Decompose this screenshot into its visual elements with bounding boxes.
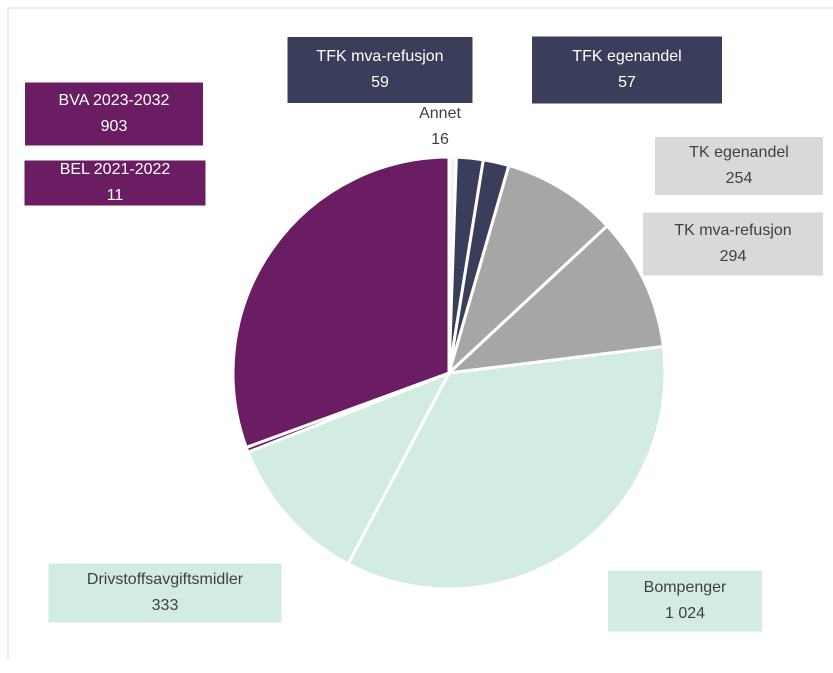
category-label: Bompenger: [644, 579, 727, 596]
value-label: 11: [107, 187, 124, 204]
value-label: 57: [618, 74, 636, 91]
chart-frame: [7, 7, 833, 660]
label-box: [287, 37, 473, 103]
label-box: [655, 137, 823, 195]
category-label: BVA 2023-2032: [59, 92, 170, 109]
pie-slice: [444, 223, 666, 376]
category-label: TK mva-refusjon: [674, 222, 791, 239]
category-label: BEL 2021-2022: [60, 161, 171, 178]
value-label: 16: [431, 131, 449, 148]
value-label: 1 024: [665, 605, 705, 622]
value-label: 59: [371, 74, 389, 91]
category-label: TFK mva-refusjon: [316, 48, 443, 65]
value-label: 333: [152, 597, 179, 614]
category-label: Drivstoffsavgiftsmidler: [87, 571, 244, 588]
pie-slice: [446, 163, 610, 378]
label-box: [48, 563, 282, 623]
label-box: [643, 212, 823, 276]
pie-slice: [231, 155, 451, 450]
value-label: 254: [726, 170, 753, 187]
category-label: TFK egenandel: [572, 48, 681, 65]
pie-slice: [345, 344, 667, 591]
label-box: [532, 36, 722, 104]
label-box: [608, 570, 762, 632]
pie-slice: [246, 370, 453, 566]
label-box: [24, 160, 206, 206]
value-label: 294: [720, 248, 747, 265]
value-label: 903: [101, 118, 128, 135]
label-box: [25, 82, 203, 146]
category-label: TK egenandel: [689, 144, 789, 161]
category-label: Annet: [419, 105, 461, 122]
